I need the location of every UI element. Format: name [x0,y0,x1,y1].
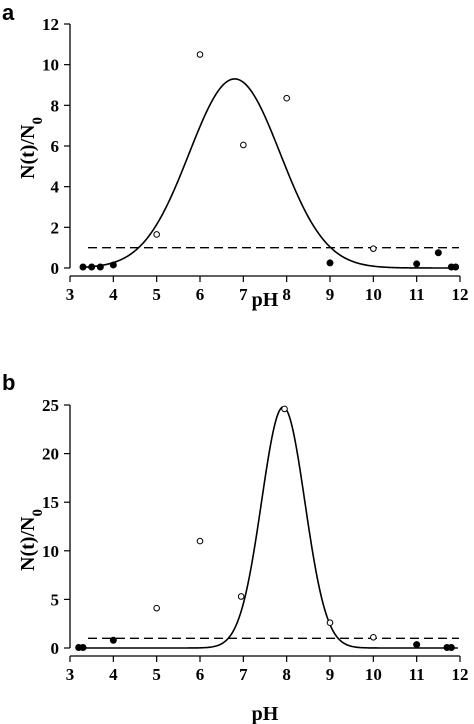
x-tick-label-b: 5 [152,665,161,684]
y-axis-title-main-b: N(t)/N [17,516,39,571]
open-data-point-b [281,405,288,413]
y-tick-label-a: 4 [51,178,60,197]
open-data-point-a [370,245,377,252]
x-tick-label-b: 12 [452,665,469,684]
x-tick-label-b: 11 [409,665,425,684]
filled-data-point-a [88,263,96,271]
y-axis-title-sub-a: 0 [30,117,46,125]
plot-area-a: 0 2 4 6 8 10 12 3 4 5 6 7 8 9 10 11 12 [42,15,469,304]
x-tick-label-b: 6 [196,665,205,684]
x-tick-label-a: 8 [282,285,291,304]
y-tick-label-a: 10 [42,56,59,75]
y-tick-label-a: 6 [51,137,60,156]
x-tick-label-a: 11 [409,285,425,304]
x-tick-label-b: 10 [365,665,382,684]
y-tick-label-a: 0 [51,259,60,278]
fit-curve-a [80,78,458,269]
open-data-point-b [326,619,334,627]
filled-data-point-a [109,261,117,269]
filled-data-point-a [326,259,334,267]
y-tick-label-b: 25 [42,396,59,415]
y-tick-label-a: 2 [51,218,60,237]
filled-data-point-b [79,644,87,652]
x-tick-label-a: 4 [109,285,118,304]
x-tick-label-b: 4 [109,665,118,684]
y-tick-label-b: 20 [42,445,59,464]
x-tick-label-b: 7 [239,665,248,684]
open-data-point-a [196,51,204,58]
x-axis-title-a: pH [252,289,279,311]
x-tick-label-b: 9 [326,665,335,684]
filled-data-point-b [413,641,421,649]
y-axis-title-sub-b: 0 [30,509,46,517]
y-tick-label-b: 5 [51,590,60,609]
open-data-point-b [196,537,204,545]
plot-area-b: 0 5 10 15 20 25 3 4 5 6 7 8 9 10 11 12 [42,396,469,684]
filled-data-point-a [413,260,421,268]
x-tick-label-a: 7 [239,285,248,304]
y-axis-title-main-a: N(t)/N [17,124,39,179]
filled-data-point-a [434,249,442,257]
filled-data-point-b [447,644,455,652]
x-tick-label-b: 3 [66,665,75,684]
open-data-point-b [370,634,377,641]
y-tick-label-b: 0 [51,639,60,658]
x-tick-label-a: 9 [326,285,335,304]
x-tick-label-a: 10 [365,285,382,304]
open-data-point-a [240,141,247,149]
open-data-point-a [283,94,290,102]
x-tick-label-a: 5 [152,285,161,304]
open-data-point-b [237,593,245,600]
filled-data-point-a [96,263,104,271]
filled-data-point-b [109,636,117,644]
x-tick-label-a: 6 [196,285,205,304]
x-axis-title-b: pH [252,703,279,724]
fit-curve-b [80,406,458,649]
filled-data-point-a [452,263,460,271]
x-tick-label-a: 12 [452,285,469,304]
y-tick-label-b: 15 [42,493,59,512]
open-data-point-a [153,231,160,238]
y-tick-label-a: 8 [51,96,60,115]
y-axis-title-b: N(t)/N0 [17,509,46,571]
x-tick-label-b: 8 [282,665,291,684]
x-tick-label-a: 3 [66,285,75,304]
panel-label-b: b [2,370,15,395]
open-data-point-b [153,604,160,612]
filled-data-point-a [79,263,87,271]
panel-label-a: a [2,0,15,25]
y-axis-title-a: N(t)/N0 [17,117,46,179]
y-tick-label-a: 12 [42,15,59,34]
y-tick-label-b: 10 [42,542,59,561]
